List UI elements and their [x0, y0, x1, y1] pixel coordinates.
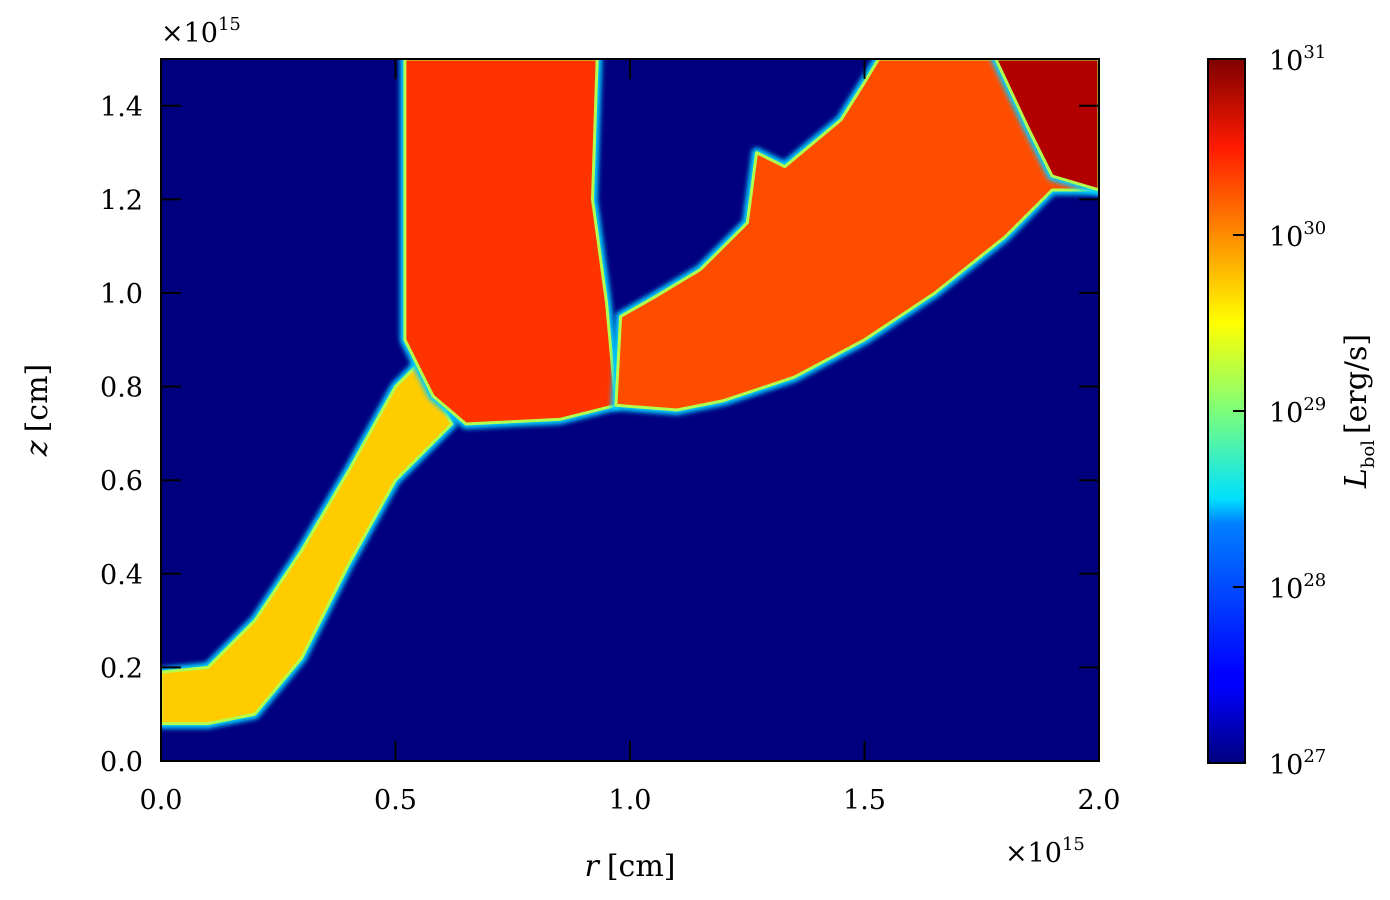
x-tick-label: 0.0	[140, 785, 183, 816]
x-tick-label: 2.0	[1078, 785, 1121, 816]
y-tick-label: 0.2	[100, 653, 143, 684]
colorbar-tick-label: 1027	[1269, 746, 1326, 781]
x-tick-label: 1.0	[609, 785, 652, 816]
colorbar: 1027 1028 1029 1030 1031 Lbol[erg/s]	[1207, 42, 1379, 781]
x-tick-label: 0.5	[374, 785, 417, 816]
y-tick-label: 1.0	[100, 279, 143, 310]
region-upper-right-hot-spot	[994, 59, 1099, 192]
colorbar-ticks: 1027 1028 1029 1030 1031	[1233, 42, 1326, 781]
heatmap-regions	[161, 59, 1099, 729]
x-axis-label: r [cm]	[584, 849, 675, 884]
region-right-wing	[614, 59, 1099, 412]
colorbar-tick-label: 1031	[1269, 42, 1326, 77]
colorbar-label: Lbol[erg/s]	[1339, 334, 1379, 489]
colorbar-tick-label: 1029	[1269, 394, 1326, 429]
colorbar-tick-label: 1030	[1269, 218, 1326, 253]
y-tick-label: 0.0	[100, 747, 143, 778]
x-ticks: 0.0 0.5 1.0 1.5 2.0	[140, 59, 1121, 816]
x-multiplier: ×1015	[1005, 834, 1085, 869]
y-ticks: 0.0 0.2 0.4 0.6 0.8 1.0 1.2 1.4	[100, 92, 1099, 778]
y-tick-label: 0.8	[100, 373, 143, 404]
colorbar-tick-label: 1028	[1269, 570, 1326, 605]
y-multiplier: ×1015	[161, 14, 241, 49]
y-tick-label: 1.4	[100, 92, 143, 123]
y-axis-label: z[cm]	[20, 364, 55, 457]
y-tick-label: 1.2	[100, 185, 143, 216]
plot-area: 0.0 0.5 1.0 1.5 2.0 0.0 0.2 0.4 0.6 0.8 1.0 1.2 1.4	[100, 58, 1121, 816]
x-tick-label: 1.5	[843, 785, 886, 816]
region-left-column	[403, 59, 618, 426]
y-tick-label: 0.6	[100, 466, 143, 497]
region-lower-jet	[161, 361, 454, 726]
y-tick-label: 0.4	[100, 560, 143, 591]
